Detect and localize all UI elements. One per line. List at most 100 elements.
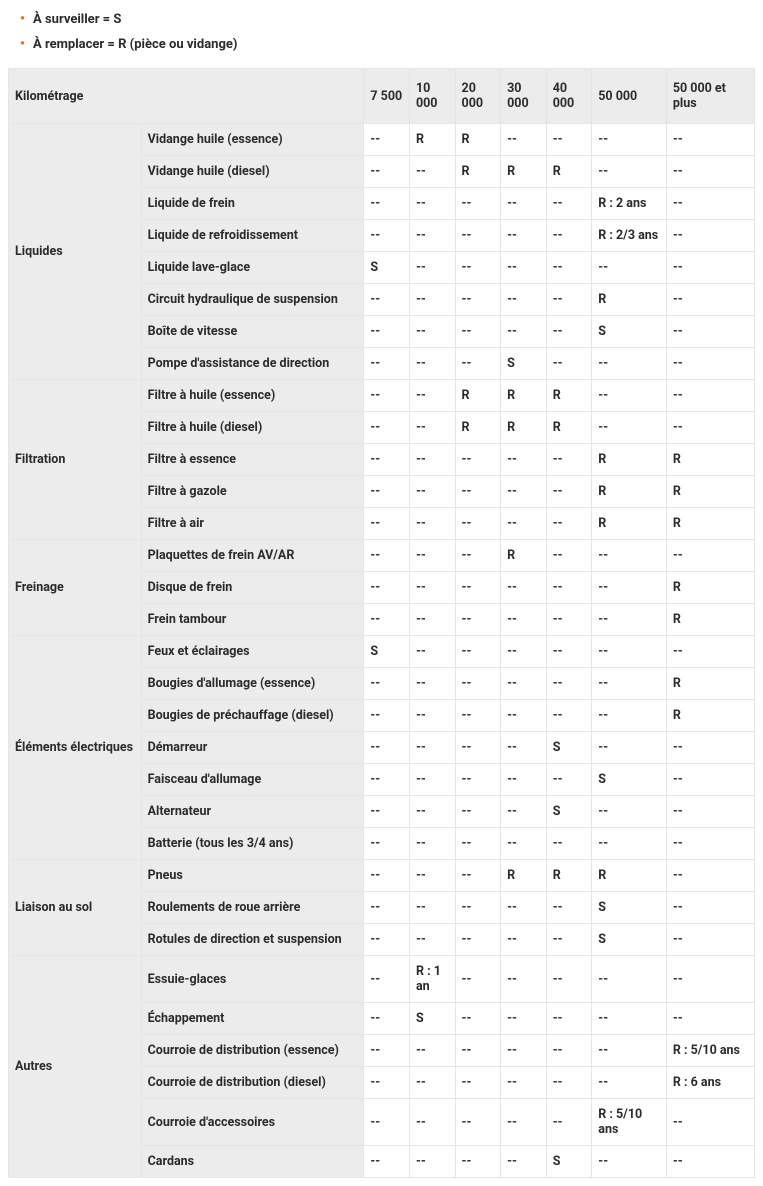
value-cell: -- xyxy=(364,444,410,476)
value-cell: R xyxy=(455,380,501,412)
value-cell: -- xyxy=(546,188,592,220)
value-cell: -- xyxy=(666,828,754,860)
value-cell: -- xyxy=(364,924,410,956)
value-cell: -- xyxy=(409,828,455,860)
value-cell: -- xyxy=(409,220,455,252)
value-cell: -- xyxy=(592,252,667,284)
value-cell: -- xyxy=(409,924,455,956)
value-cell: -- xyxy=(546,668,592,700)
value-cell: -- xyxy=(455,732,501,764)
item-cell: Courroie de distribution (diesel) xyxy=(141,1067,364,1099)
value-cell: R xyxy=(546,412,592,444)
value-cell: -- xyxy=(501,924,547,956)
value-cell: -- xyxy=(409,252,455,284)
value-cell: -- xyxy=(546,604,592,636)
item-cell: Roulements de roue arrière xyxy=(141,892,364,924)
value-cell: -- xyxy=(409,156,455,188)
header-km: 20 000 xyxy=(455,69,501,124)
value-cell: -- xyxy=(501,508,547,540)
value-cell: -- xyxy=(546,284,592,316)
value-cell: -- xyxy=(501,1035,547,1067)
value-cell: -- xyxy=(409,1099,455,1146)
value-cell: -- xyxy=(364,892,410,924)
value-cell: -- xyxy=(501,572,547,604)
value-cell: -- xyxy=(546,828,592,860)
value-cell: -- xyxy=(666,220,754,252)
category-cell: Liquides xyxy=(9,124,142,380)
value-cell: -- xyxy=(592,412,667,444)
value-cell: -- xyxy=(666,412,754,444)
value-cell: -- xyxy=(409,636,455,668)
value-cell: -- xyxy=(364,700,410,732)
value-cell: -- xyxy=(455,828,501,860)
table-row: AutresEssuie-glaces--R : 1 an---------- xyxy=(9,956,755,1003)
value-cell: -- xyxy=(501,188,547,220)
value-cell: -- xyxy=(666,124,754,156)
value-cell: -- xyxy=(546,1035,592,1067)
value-cell: -- xyxy=(666,796,754,828)
value-cell: -- xyxy=(455,796,501,828)
value-cell: -- xyxy=(409,572,455,604)
category-cell: Liaison au sol xyxy=(9,860,142,956)
value-cell: -- xyxy=(455,892,501,924)
value-cell: -- xyxy=(409,412,455,444)
value-cell: -- xyxy=(364,732,410,764)
value-cell: R xyxy=(455,156,501,188)
item-cell: Liquide de refroidissement xyxy=(141,220,364,252)
table-body: LiquidesVidange huile (essence)--RR-----… xyxy=(9,124,755,1178)
value-cell: -- xyxy=(666,1099,754,1146)
category-cell: Éléments électriques xyxy=(9,636,142,860)
value-cell: -- xyxy=(364,796,410,828)
value-cell: -- xyxy=(592,1146,667,1178)
value-cell: -- xyxy=(364,1035,410,1067)
value-cell: -- xyxy=(501,732,547,764)
value-cell: -- xyxy=(666,540,754,572)
item-cell: Pneus xyxy=(141,860,364,892)
item-cell: Vidange huile (diesel) xyxy=(141,156,364,188)
value-cell: -- xyxy=(409,764,455,796)
value-cell: -- xyxy=(364,956,410,1003)
value-cell: -- xyxy=(455,700,501,732)
value-cell: -- xyxy=(455,284,501,316)
item-cell: Feux et éclairages xyxy=(141,636,364,668)
value-cell: -- xyxy=(455,1099,501,1146)
value-cell: -- xyxy=(546,1067,592,1099)
item-cell: Faisceau d'allumage xyxy=(141,764,364,796)
value-cell: -- xyxy=(666,956,754,1003)
item-cell: Filtre à essence xyxy=(141,444,364,476)
value-cell: S xyxy=(364,636,410,668)
item-cell: Frein tambour xyxy=(141,604,364,636)
value-cell: R xyxy=(501,412,547,444)
value-cell: -- xyxy=(592,604,667,636)
value-cell: R xyxy=(546,380,592,412)
value-cell: R xyxy=(592,508,667,540)
value-cell: R : 6 ans xyxy=(666,1067,754,1099)
value-cell: -- xyxy=(364,764,410,796)
value-cell: -- xyxy=(364,508,410,540)
value-cell: -- xyxy=(592,380,667,412)
value-cell: R xyxy=(592,860,667,892)
value-cell: -- xyxy=(501,636,547,668)
item-cell: Alternateur xyxy=(141,796,364,828)
item-cell: Boîte de vitesse xyxy=(141,316,364,348)
value-cell: R xyxy=(666,508,754,540)
value-cell: -- xyxy=(364,380,410,412)
legend-list: À surveiller = S À remplacer = R (pièce … xyxy=(8,8,755,68)
value-cell: -- xyxy=(455,188,501,220)
value-cell: -- xyxy=(546,1099,592,1146)
value-cell: -- xyxy=(501,700,547,732)
value-cell: -- xyxy=(364,540,410,572)
value-cell: R xyxy=(666,604,754,636)
value-cell: -- xyxy=(455,444,501,476)
category-cell: Filtration xyxy=(9,380,142,540)
value-cell: -- xyxy=(546,476,592,508)
value-cell: -- xyxy=(364,220,410,252)
value-cell: R xyxy=(666,444,754,476)
table-header: Kilométrage 7 500 10 000 20 000 30 000 4… xyxy=(9,69,755,124)
value-cell: -- xyxy=(546,700,592,732)
value-cell: -- xyxy=(455,1067,501,1099)
value-cell: -- xyxy=(666,860,754,892)
value-cell: -- xyxy=(666,892,754,924)
value-cell: -- xyxy=(455,668,501,700)
item-cell: Essuie-glaces xyxy=(141,956,364,1003)
